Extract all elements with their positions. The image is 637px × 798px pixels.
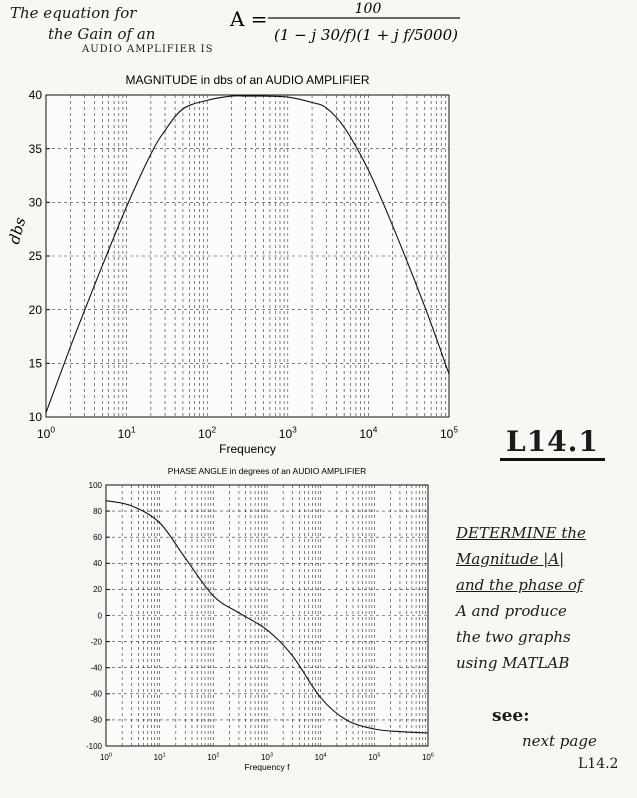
x-tick-label: 105 — [440, 425, 458, 441]
instruction-line: the two graphs — [456, 628, 571, 646]
x-axis-label: Frequency f — [245, 762, 291, 772]
y-tick-label: 10 — [29, 410, 43, 424]
x-tick-label: 106 — [422, 752, 434, 762]
gain-formula: A = 100 (1 − j 30/f)(1 + j f/5000) — [229, 1, 460, 44]
x-tick-label: 100 — [100, 752, 112, 762]
series-line — [105, 500, 429, 734]
x-tick-label: 100 — [37, 425, 55, 441]
y-tick-label: 80 — [93, 507, 102, 516]
x-tick-label: 101 — [154, 752, 166, 762]
instruction-line: and the phase of — [456, 576, 583, 594]
y-tick-label: -40 — [90, 664, 102, 673]
x-tick-label: 103 — [261, 752, 273, 762]
instruction-line: A and produce — [456, 602, 567, 620]
instruction-note: DETERMINE the Magnitude |A| and the phas… — [456, 520, 632, 676]
y-tick-label: -80 — [90, 716, 102, 725]
y-axis-label: dbs — [5, 215, 29, 246]
y-tick-label: 35 — [29, 142, 43, 156]
equation-note-line2: the Gain of an — [48, 25, 156, 43]
y-tick-label: 0 — [98, 611, 103, 620]
formula-lhs: A = — [229, 7, 268, 31]
formula-numerator: 100 — [355, 1, 382, 17]
x-axis-label: Frequency — [219, 442, 276, 456]
x-tick-label: 104 — [359, 425, 377, 441]
y-tick-label: 25 — [29, 249, 43, 263]
next-page-ref: L14.2 — [578, 756, 619, 772]
series-line — [45, 95, 450, 413]
y-tick-label: 15 — [29, 357, 43, 371]
y-tick-label: 30 — [29, 196, 43, 210]
y-tick-label: 20 — [29, 303, 43, 317]
x-tick-label: 104 — [315, 752, 327, 762]
formula-denominator: (1 − j 30/f)(1 + j f/5000) — [274, 26, 458, 44]
y-tick-label: 40 — [93, 559, 102, 568]
y-tick-label: -20 — [90, 637, 102, 646]
y-tick-label: 20 — [93, 585, 102, 594]
x-tick-label: 105 — [368, 752, 380, 762]
y-tick-label: 60 — [93, 533, 102, 542]
instruction-line: using MATLAB — [456, 654, 570, 672]
page-label: L14.1 — [500, 425, 605, 461]
equation-note-line3: AUDIO AMPLIFIER IS — [82, 44, 214, 55]
chart-title: PHASE ANGLE in degrees of an AUDIO AMPLI… — [168, 466, 366, 476]
next-page-note: next page — [522, 732, 597, 750]
equation-note-line1: The equation for — [10, 4, 137, 22]
y-tick-label: 100 — [89, 481, 103, 490]
instruction-line: Magnitude |A| — [456, 550, 565, 568]
x-tick-label: 101 — [118, 425, 136, 441]
y-tick-label: 40 — [29, 88, 43, 102]
x-tick-label: 103 — [279, 425, 297, 441]
y-tick-label: -100 — [86, 742, 103, 751]
instruction-line: DETERMINE the — [456, 524, 586, 542]
see-note: see: — [492, 706, 530, 726]
x-tick-label: 102 — [198, 425, 216, 441]
x-tick-label: 102 — [207, 752, 219, 762]
y-tick-label: -60 — [90, 690, 102, 699]
chart-title: MAGNITUDE in dbs of an AUDIO AMPLIFIER — [125, 73, 369, 87]
